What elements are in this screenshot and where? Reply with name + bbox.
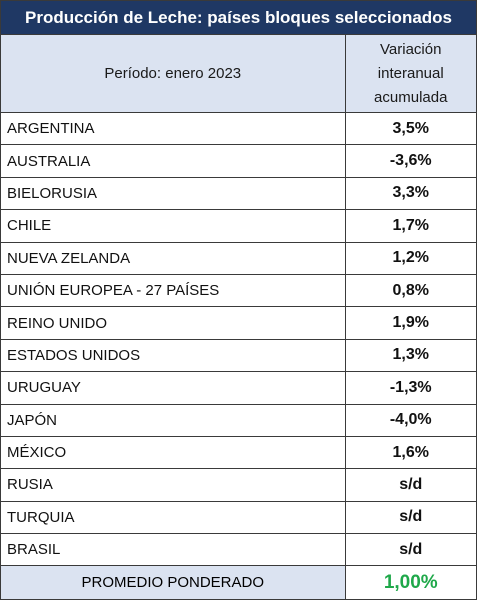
period-header: Período: enero 2023 bbox=[1, 35, 346, 113]
country-cell: NUEVA ZELANDA bbox=[1, 241, 346, 275]
variation-cell: -3,6% bbox=[344, 144, 476, 178]
variation-header-line2: interanual bbox=[377, 64, 444, 82]
table-row: TURQUIA s/d bbox=[1, 500, 476, 535]
table-row: MÉXICO 1,6% bbox=[1, 435, 476, 470]
country-cell: BRASIL bbox=[1, 533, 346, 567]
table-row: UNIÓN EUROPEA - 27 PAÍSES 0,8% bbox=[1, 273, 476, 308]
variation-cell: 1,3% bbox=[344, 338, 476, 373]
weighted-average-label: PROMEDIO PONDERADO bbox=[1, 565, 346, 600]
table-row: AUSTRALIA -3,6% bbox=[1, 144, 476, 178]
country-cell: UNIÓN EUROPEA - 27 PAÍSES bbox=[1, 273, 346, 308]
country-cell: REINO UNIDO bbox=[1, 306, 346, 340]
variation-cell: 1,9% bbox=[344, 306, 476, 340]
table-row: NUEVA ZELANDA 1,2% bbox=[1, 241, 476, 275]
table-header-row: Período: enero 2023 Variación interanual… bbox=[1, 35, 476, 113]
country-cell: TURQUIA bbox=[1, 500, 346, 535]
table-title: Producción de Leche: países bloques sele… bbox=[1, 1, 476, 35]
country-cell: MÉXICO bbox=[1, 435, 346, 470]
variation-cell: s/d bbox=[344, 468, 476, 502]
country-cell: BIELORUSIA bbox=[1, 176, 346, 211]
table-row: JAPÓN -4,0% bbox=[1, 403, 476, 437]
variation-cell: 1,2% bbox=[344, 241, 476, 275]
variation-cell: 1,7% bbox=[344, 209, 476, 243]
country-cell: JAPÓN bbox=[1, 403, 346, 437]
variation-cell: -1,3% bbox=[344, 371, 476, 405]
table-row: ARGENTINA 3,5% bbox=[1, 111, 476, 146]
table-row: CHILE 1,7% bbox=[1, 209, 476, 243]
country-cell: CHILE bbox=[1, 209, 346, 243]
variation-cell: 1,6% bbox=[344, 435, 476, 470]
table-row: RUSIA s/d bbox=[1, 468, 476, 502]
variation-cell: 3,5% bbox=[344, 111, 476, 146]
variation-cell: s/d bbox=[344, 500, 476, 535]
variation-cell: 3,3% bbox=[344, 176, 476, 211]
weighted-average-value: 1,00% bbox=[344, 565, 476, 600]
country-cell: ESTADOS UNIDOS bbox=[1, 338, 346, 373]
table-row: REINO UNIDO 1,9% bbox=[1, 306, 476, 340]
production-table: Período: enero 2023 Variación interanual… bbox=[1, 35, 476, 600]
country-cell: URUGUAY bbox=[1, 371, 346, 405]
table-row: ESTADOS UNIDOS 1,3% bbox=[1, 338, 476, 373]
variation-header-line3: acumulada bbox=[374, 88, 448, 106]
country-cell: AUSTRALIA bbox=[1, 144, 346, 178]
table-row: URUGUAY -1,3% bbox=[1, 371, 476, 405]
country-cell: RUSIA bbox=[1, 468, 346, 502]
table-row: BRASIL s/d bbox=[1, 533, 476, 567]
variation-header: Variación interanual acumulada bbox=[344, 35, 476, 113]
variation-cell: s/d bbox=[344, 533, 476, 567]
variation-cell: -4,0% bbox=[344, 403, 476, 437]
variation-cell: 0,8% bbox=[344, 273, 476, 308]
variation-header-line1: Variación bbox=[380, 40, 442, 58]
country-cell: ARGENTINA bbox=[1, 111, 346, 146]
table-row: BIELORUSIA 3,3% bbox=[1, 176, 476, 211]
weighted-average-row: PROMEDIO PONDERADO 1,00% bbox=[1, 565, 476, 600]
